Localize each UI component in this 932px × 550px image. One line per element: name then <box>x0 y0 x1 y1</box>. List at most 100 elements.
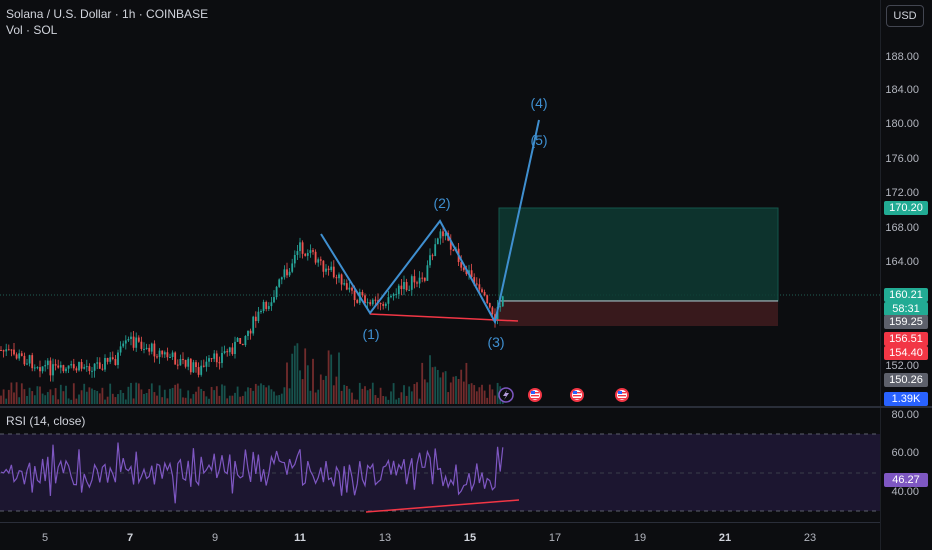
volume-bar <box>348 388 351 404</box>
volume-bar <box>462 381 465 404</box>
volume-bar <box>364 386 366 404</box>
volume-bar <box>36 386 39 404</box>
wave-label-5: (5) <box>530 132 548 148</box>
volume-bar <box>117 394 119 404</box>
candle-body <box>405 282 408 291</box>
volume-bar <box>377 397 379 404</box>
rsi-line <box>0 442 504 504</box>
candle-body <box>176 364 179 366</box>
rsi-divergence-line[interactable] <box>365 499 520 513</box>
us-flag-event-icon[interactable] <box>615 388 629 402</box>
candle-body <box>426 265 429 281</box>
price-axis-separator <box>880 0 881 550</box>
low-price-badge: 150.26 <box>884 373 928 387</box>
volume-bar <box>296 343 299 404</box>
candle-body <box>2 350 5 352</box>
candle-body <box>260 311 262 313</box>
candle-body <box>262 301 265 312</box>
volume-bar <box>371 382 374 404</box>
elliott-wave-path[interactable] <box>320 119 540 325</box>
volume-bar <box>413 383 416 404</box>
candle-body <box>439 231 442 239</box>
candle-body <box>452 249 455 251</box>
candle-body <box>182 358 184 360</box>
volume-bar <box>158 385 161 404</box>
wave-label-3: (3) <box>487 334 505 350</box>
volume-bar <box>254 383 257 404</box>
candle-body <box>111 357 114 360</box>
lightning-event-icon[interactable] <box>498 387 514 403</box>
volume-bar <box>379 387 382 404</box>
volume-bar <box>317 389 320 404</box>
volume-bar <box>26 395 28 404</box>
volume-bar <box>343 384 346 404</box>
volume-bar <box>374 395 377 404</box>
candle-body <box>124 340 127 344</box>
volume-bar <box>247 387 249 404</box>
candle-body <box>135 337 138 348</box>
candle-body <box>213 353 216 359</box>
candle-body <box>356 300 359 303</box>
rsi-legend[interactable]: RSI (14, close) <box>6 414 86 428</box>
price-axis-label: 184.00 <box>885 84 919 96</box>
candle-body <box>44 365 47 367</box>
volume-bar <box>338 352 340 404</box>
candle-body <box>343 283 346 285</box>
stop-zone[interactable] <box>499 302 778 326</box>
volume-bar <box>28 387 31 404</box>
volume-bar <box>156 395 158 404</box>
candle-body <box>293 254 296 264</box>
candle-body <box>319 259 322 261</box>
currency-button[interactable]: USD <box>886 5 924 27</box>
candle-body <box>351 287 353 291</box>
volume-bar <box>486 397 489 404</box>
candle-body <box>340 274 343 285</box>
volume-bar <box>41 393 44 404</box>
candle-body <box>291 263 294 272</box>
candle-body <box>322 260 325 272</box>
volume-bar <box>104 399 106 404</box>
candle-body <box>228 347 231 353</box>
volume-bar <box>390 391 392 404</box>
volume-bar <box>252 390 255 404</box>
volume-bar <box>106 396 109 404</box>
volume-bar <box>361 388 364 404</box>
symbol-legend[interactable]: Solana / U.S. Dollar · 1h · COINBASE <box>6 7 209 21</box>
volume-bar <box>187 390 190 404</box>
candle-body <box>130 336 132 340</box>
volume-bar <box>15 382 18 404</box>
price-axis-label: 180.00 <box>885 118 919 130</box>
candle-body <box>106 357 109 362</box>
volume-bar <box>65 385 67 404</box>
us-flag-event-icon[interactable] <box>570 388 584 402</box>
candle-body <box>10 349 13 351</box>
candle-body <box>109 357 112 362</box>
candle-body <box>75 368 78 371</box>
volume-bar <box>221 384 223 404</box>
candle-body <box>202 365 205 367</box>
volume-bar <box>358 382 361 404</box>
volume-bar <box>304 348 307 404</box>
volume-bar <box>351 392 353 404</box>
pane-separator[interactable] <box>0 406 932 408</box>
volume-bar <box>208 398 210 404</box>
volume-bar <box>7 389 10 404</box>
volume-bar <box>127 386 130 404</box>
target-zone[interactable] <box>499 208 778 301</box>
volume-bar <box>431 367 434 404</box>
volume-bar <box>96 390 99 404</box>
candle-body <box>153 343 156 357</box>
candle-body <box>413 276 416 283</box>
candle-body <box>5 349 8 352</box>
volume-bar <box>124 399 127 404</box>
candle-body <box>387 297 390 304</box>
volume-bar <box>44 395 47 404</box>
price-axis-label: 164.00 <box>885 256 919 268</box>
volume-bar <box>340 390 343 404</box>
volume-bar <box>241 395 244 404</box>
us-flag-event-icon[interactable] <box>528 388 542 402</box>
volume-legend[interactable]: Vol · SOL <box>6 23 58 37</box>
time-axis-label: 19 <box>633 532 647 544</box>
volume-bar <box>434 366 437 404</box>
